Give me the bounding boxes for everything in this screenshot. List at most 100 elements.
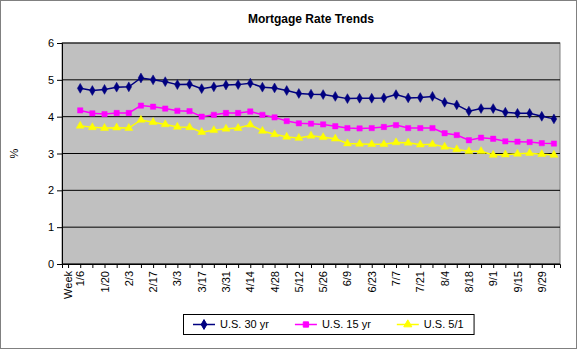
x-tick xyxy=(165,264,166,268)
x-tick-label: 1/20 xyxy=(99,271,111,292)
x-tick xyxy=(190,264,191,268)
x-tick-mark xyxy=(226,264,227,268)
x-tick-mark xyxy=(432,264,433,268)
marker xyxy=(271,130,279,137)
x-tick-mark xyxy=(396,264,397,268)
x-tick: 4/14 xyxy=(244,264,256,292)
x-tick: 7/7 xyxy=(390,264,402,286)
x-tick-label: 3/3 xyxy=(171,271,183,286)
marker xyxy=(246,120,254,127)
x-tick-mark xyxy=(141,264,142,268)
marker xyxy=(454,100,460,110)
marker xyxy=(150,75,156,85)
marker xyxy=(222,124,230,131)
x-tick-mark xyxy=(372,264,373,268)
marker xyxy=(260,112,265,117)
title: Mortgage Rate Trends xyxy=(248,12,374,26)
marker xyxy=(343,139,351,146)
y-tick-mark xyxy=(57,264,62,265)
marker xyxy=(320,90,326,100)
legend-label: U.S. 15 yr xyxy=(322,318,371,330)
x-tick: 6/23 xyxy=(366,264,378,292)
x-tick-mark xyxy=(505,264,506,268)
y-axis-line xyxy=(57,44,63,265)
x-tick-mark xyxy=(80,264,81,268)
marker xyxy=(442,131,447,136)
marker xyxy=(430,125,435,130)
marker xyxy=(503,139,508,144)
marker xyxy=(515,108,521,118)
y-tick: 2 xyxy=(48,184,62,196)
marker xyxy=(149,118,157,125)
legend-label: U.S. 30 yr xyxy=(220,318,269,330)
marker xyxy=(162,77,168,87)
x-tick: Week xyxy=(62,264,74,299)
x-tick-mark xyxy=(117,264,118,268)
marker xyxy=(296,121,301,126)
marker xyxy=(161,120,169,127)
marker xyxy=(150,104,155,109)
marker xyxy=(126,82,132,92)
x-tick xyxy=(141,264,142,268)
marker xyxy=(538,150,546,157)
x-tick: 9/15 xyxy=(512,264,524,292)
marker xyxy=(113,123,121,130)
x-tick-mark xyxy=(420,264,421,268)
x-tick: 8/18 xyxy=(463,264,475,292)
y-tick-label: 0 xyxy=(48,258,54,270)
y-tick-mark xyxy=(57,190,62,191)
marker xyxy=(223,110,228,115)
marker xyxy=(211,82,217,92)
x-tick: 2/3 xyxy=(123,264,135,286)
x-tick-mark xyxy=(214,264,215,268)
marker xyxy=(513,149,521,156)
marker xyxy=(539,141,544,146)
marker xyxy=(490,104,496,114)
marker xyxy=(466,106,472,116)
marker xyxy=(491,136,496,141)
x-tick-mark xyxy=(177,264,178,268)
x-tick-mark xyxy=(384,264,385,268)
x-tick-label: 6/23 xyxy=(366,271,378,292)
x-tick xyxy=(384,264,385,268)
x-tick-label: 9/29 xyxy=(536,271,548,292)
y-tick: 5 xyxy=(48,74,62,86)
x-tick: 6/9 xyxy=(341,264,353,286)
x-tick xyxy=(530,264,531,268)
x-tick-mark xyxy=(360,264,361,268)
marker xyxy=(78,108,83,113)
x-tick xyxy=(432,264,433,268)
marker xyxy=(175,108,180,113)
marker xyxy=(307,131,315,138)
marker xyxy=(90,111,95,116)
marker xyxy=(198,127,206,134)
marker xyxy=(247,78,253,88)
plot-area xyxy=(62,43,560,264)
x-tick xyxy=(117,264,118,268)
marker xyxy=(331,134,339,141)
y-tick-label: 5 xyxy=(48,74,54,86)
y-tick-label: 2 xyxy=(48,184,54,196)
x-tick-mark xyxy=(469,264,470,268)
x-tick: 5/12 xyxy=(293,264,305,292)
x-tick: 1/20 xyxy=(99,264,111,292)
x-tick-mark xyxy=(542,264,543,268)
x-tick-label: 5/12 xyxy=(293,271,305,292)
marker xyxy=(163,106,168,111)
marker xyxy=(235,110,240,115)
x-tick: 3/17 xyxy=(196,264,208,292)
x-tick xyxy=(335,264,336,268)
y-tick-label: 6 xyxy=(48,37,54,49)
x-axis-line xyxy=(63,265,561,269)
marker xyxy=(515,139,520,144)
marker xyxy=(356,139,364,146)
marker xyxy=(308,121,313,126)
marker xyxy=(416,140,424,147)
x-tick xyxy=(214,264,215,268)
marker xyxy=(235,80,241,90)
y-tick-mark xyxy=(57,43,62,44)
x-tick-label: 7/7 xyxy=(390,271,402,286)
marker xyxy=(284,118,289,123)
marker xyxy=(551,114,557,124)
marker xyxy=(369,125,374,130)
